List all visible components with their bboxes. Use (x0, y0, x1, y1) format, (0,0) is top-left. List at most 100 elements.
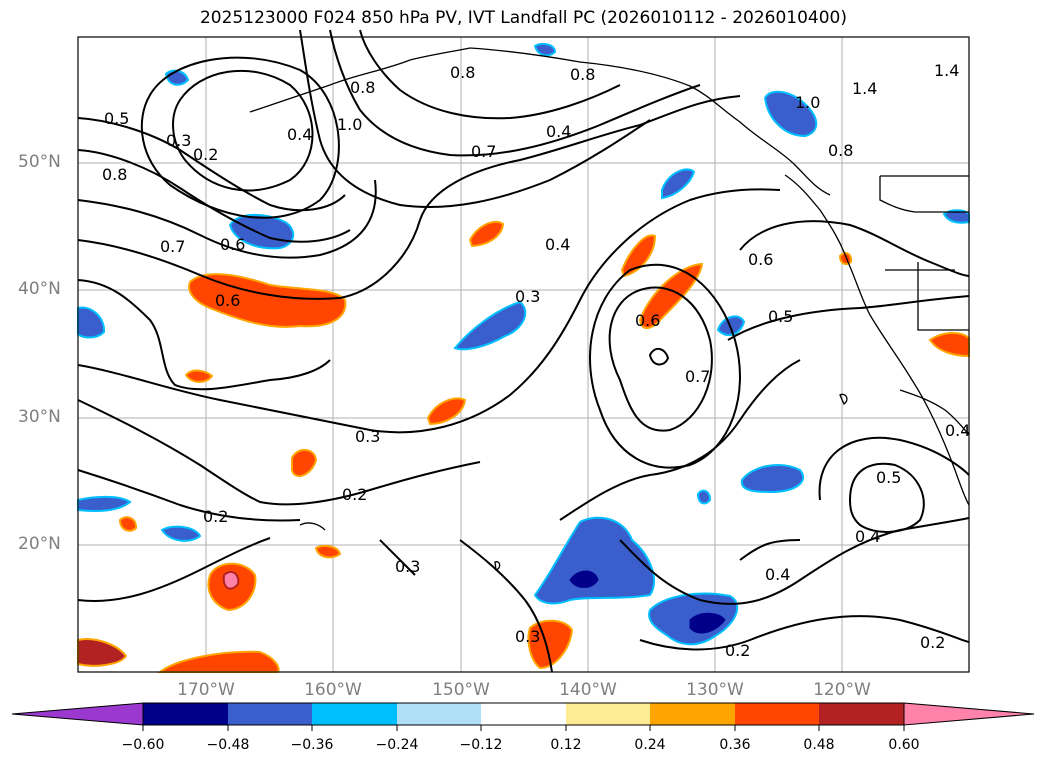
warm-blob-13n-176w (77, 638, 128, 667)
lat-label: 30°N (18, 407, 61, 427)
positive-ivt-fill (77, 220, 970, 673)
warm-blob-13n-166w (157, 650, 280, 673)
lon-label: 140°W (559, 680, 617, 700)
contour-label: 0.3 (515, 627, 540, 646)
warm-blob-19n-160w (314, 545, 342, 559)
lon-label: 170°W (177, 680, 235, 700)
warm-blob-31n-149w (426, 397, 467, 426)
colorbar (11, 702, 1035, 731)
colorbar-tick-label: −0.24 (375, 737, 419, 753)
map-frame (77, 36, 970, 673)
contour-label: 0.2 (193, 145, 218, 164)
colorbar-segment (819, 703, 904, 725)
contour-label: 0.6 (635, 311, 660, 330)
colorbar-extend-right (903, 702, 1035, 726)
colorbar-tick-label: −0.48 (206, 737, 250, 753)
contour-label: 0.5 (104, 109, 129, 128)
contour-label: 0.7 (471, 142, 496, 161)
contour-label: 0.8 (350, 78, 375, 97)
colorbar-tick-label: 0.12 (550, 737, 582, 753)
contour-label: 0.6 (215, 291, 240, 310)
contour-label: 0.8 (450, 63, 475, 82)
contour-label: 0.4 (765, 565, 790, 584)
warm-blob-40n-165w (188, 273, 347, 328)
contour-label: 0.6 (748, 250, 773, 269)
contour-label: 0.5 (876, 468, 901, 487)
colorbar-tick-label: −0.60 (121, 737, 165, 753)
cool-blob-21n-167w (160, 525, 202, 542)
colorbar-segment (566, 703, 650, 725)
cool-blob-59n-143w (533, 43, 557, 57)
contour-label: 1.0 (337, 115, 362, 134)
contour-label: 0.3 (166, 131, 191, 150)
contour-label: 1.0 (795, 93, 820, 112)
cool-blob-37n-147w (453, 300, 527, 351)
contour-label: 1.4 (934, 61, 959, 80)
warm-blob-44n-148w (468, 220, 505, 248)
lat-label: 20°N (18, 534, 61, 554)
colorbar-tick-label: −0.12 (459, 737, 503, 753)
lat-label: 50°N (18, 152, 61, 172)
contour-label: 0.8 (102, 165, 127, 184)
contour-label: 0.2 (725, 641, 750, 660)
warm-blob-25n-175w (118, 516, 138, 532)
warm-blob-33n-170w (184, 369, 214, 383)
contour-label: 0.4 (945, 421, 970, 440)
colorbar-tick-label: 0.60 (888, 737, 920, 753)
coastlines (249, 47, 970, 571)
colorbar-tick-label: −0.36 (290, 737, 334, 753)
colorbar-tick-label: 0.24 (634, 737, 666, 753)
colorbar-segment (397, 703, 481, 725)
lon-label: 150°W (432, 680, 490, 700)
contour-label: 0.6 (220, 235, 245, 254)
colorbar-extend-left (11, 702, 144, 726)
warm-blob-13n-143w (527, 619, 574, 670)
colorbar-segment (650, 703, 735, 725)
cool-core-14n-130w (689, 612, 726, 634)
contour-label: 0.4 (855, 527, 880, 546)
contour-label: 0.2 (203, 507, 228, 526)
map-plot-area: 0.5 0.3 0.2 0.8 0.4 1.0 0.8 0.7 0.4 0.8 … (77, 29, 970, 673)
cool-blob-23n-176w (77, 495, 132, 512)
colorbar-tick-label: 0.48 (803, 737, 835, 753)
cool-blob-25n-125w (740, 464, 805, 494)
contour-label: 0.2 (920, 633, 945, 652)
contour-label: 0.3 (395, 557, 420, 576)
contour-label: 0.8 (828, 141, 853, 160)
colorbar-segment (735, 703, 819, 725)
contour-label: 0.5 (768, 307, 793, 326)
contour-label: 0.3 (355, 427, 380, 446)
negative-ivt-fill (77, 43, 970, 646)
contour-label: 0.4 (546, 122, 571, 141)
cool-blob-36n-179w (77, 306, 106, 339)
contour-label: 0.7 (685, 367, 710, 386)
lat-label: 40°N (18, 279, 61, 299)
colorbar-tick-label: 0.36 (719, 737, 751, 753)
colorbar-segment (481, 703, 566, 725)
contour-label: 0.8 (570, 65, 595, 84)
colorbar-segment (228, 703, 312, 725)
contour-label: 0.2 (342, 485, 367, 504)
lon-label: 160°W (304, 680, 362, 700)
contour-label: 0.3 (515, 287, 540, 306)
cool-blob-48n-135w (661, 168, 696, 200)
contour-label: 0.4 (545, 235, 570, 254)
cool-core-17n-139w (569, 570, 599, 588)
contour-labels: 0.5 0.3 0.2 0.8 0.4 1.0 0.8 0.7 0.4 0.8 … (102, 61, 970, 660)
lon-label: 120°W (813, 680, 871, 700)
pv-contours (77, 29, 970, 673)
lon-label: 130°W (686, 680, 744, 700)
cool-blob-17n-138w (533, 516, 655, 605)
cool-blob-55n-131w (763, 90, 818, 138)
warm-blob-26n-158w (291, 449, 318, 478)
colorbar-frame (142, 702, 905, 726)
contour-label: 0.4 (287, 125, 312, 144)
warm-core-16n-169w (222, 571, 240, 590)
cool-blob-24n-131w (696, 489, 712, 505)
contour-label: 1.4 (852, 79, 877, 98)
colorbar-segment (143, 703, 228, 725)
warm-blob-38n-133w (638, 262, 704, 329)
map-title: 2025123000 F024 850 hPa PV, IVT Landfall… (199, 8, 847, 28)
warm-blob-42n-137w (620, 234, 657, 278)
